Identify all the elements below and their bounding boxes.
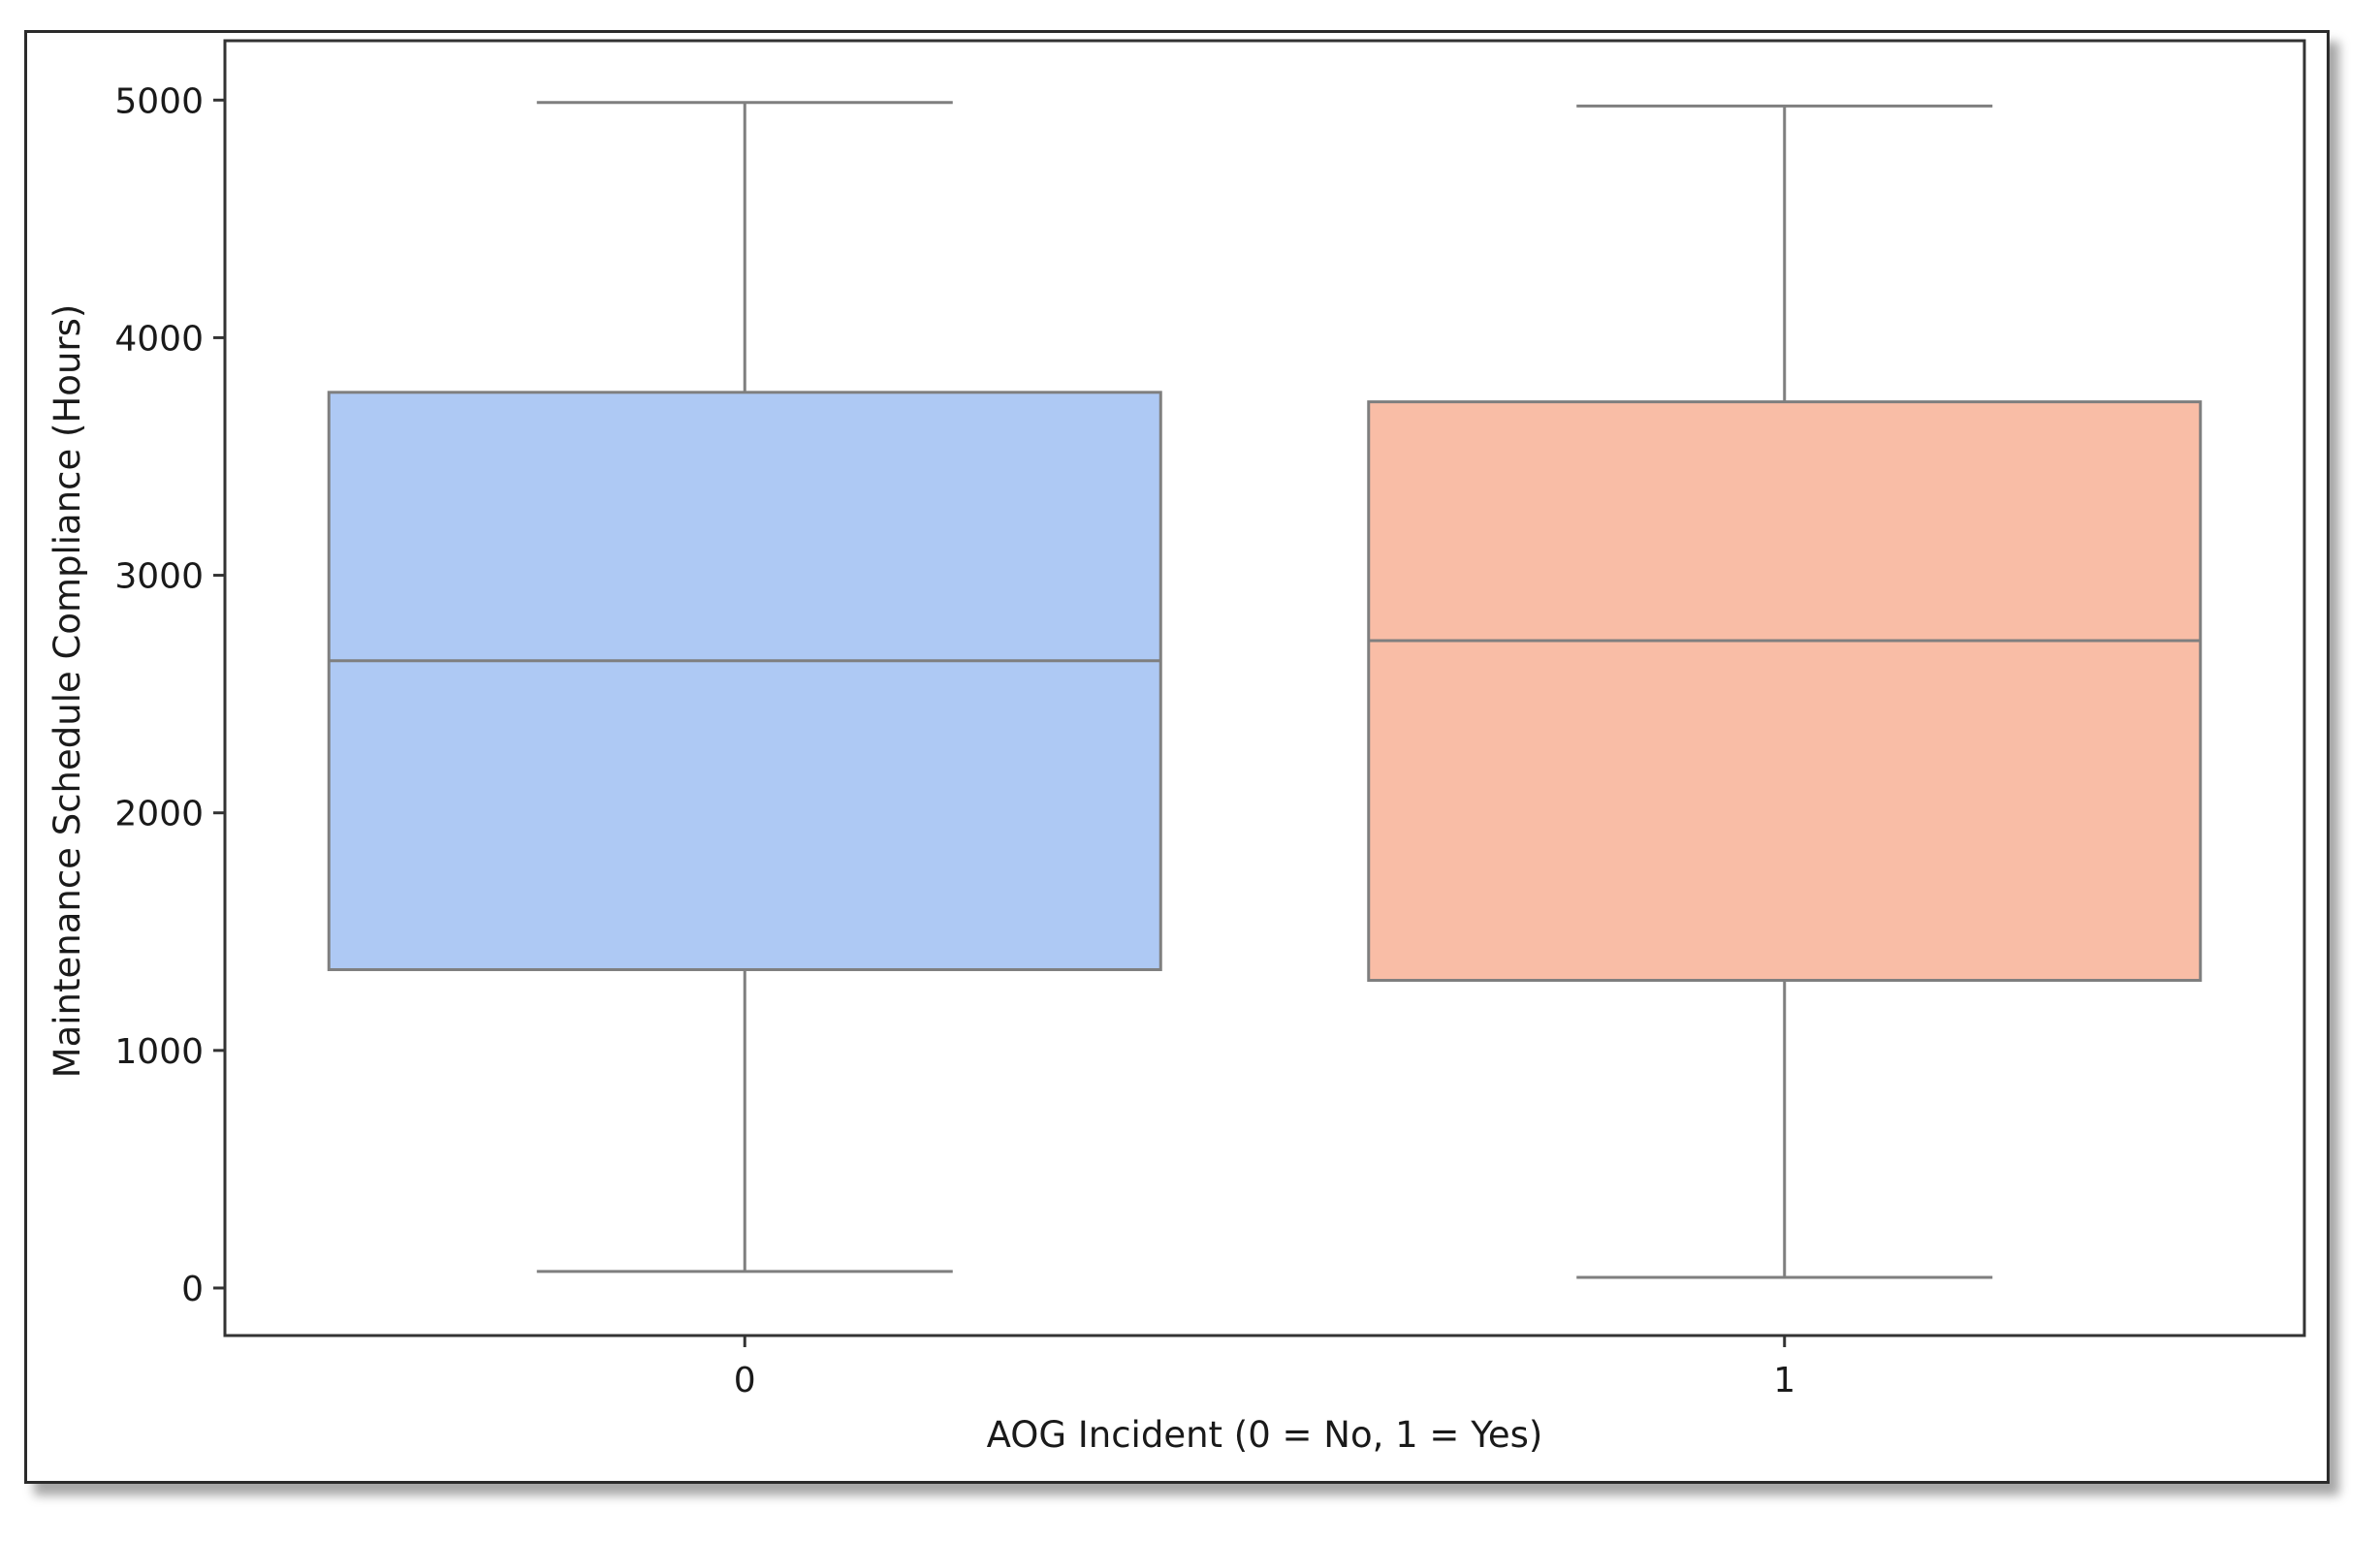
y-tick-label: 0 xyxy=(181,1270,204,1309)
y-tick-label: 3000 xyxy=(114,557,204,597)
box-1 xyxy=(1367,400,2203,983)
plot-area xyxy=(223,39,2306,1337)
y-tick-label: 5000 xyxy=(114,81,204,121)
y-tick-label: 2000 xyxy=(114,795,204,834)
x-tick-label: 1 xyxy=(1773,1361,1795,1400)
y-tick-label: 4000 xyxy=(114,319,204,359)
y-tick-label: 1000 xyxy=(114,1032,204,1072)
x-axis-label: AOG Incident (0 = No, 1 = Yes) xyxy=(987,1414,1543,1456)
box-0 xyxy=(327,391,1162,971)
y-axis-label: Maintenance Schedule Compliance (Hours) xyxy=(47,304,88,1079)
x-tick-label: 0 xyxy=(734,1361,756,1400)
